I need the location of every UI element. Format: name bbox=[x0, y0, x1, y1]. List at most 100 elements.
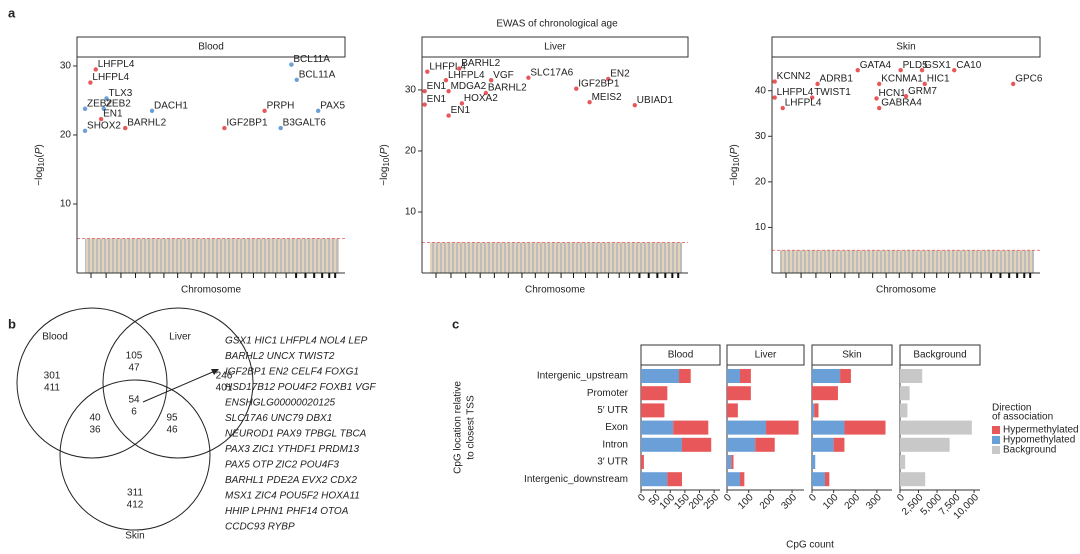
point bbox=[488, 77, 494, 83]
point bbox=[780, 105, 785, 111]
point bbox=[459, 101, 465, 106]
gene-list-line: PAX5 OTP ZIC2 POU4F3 bbox=[225, 460, 339, 471]
point bbox=[898, 68, 903, 73]
y-tick-label: 10 bbox=[755, 222, 767, 233]
bar-segment bbox=[740, 369, 751, 383]
category-label: Intergenic_downstream bbox=[524, 474, 628, 485]
x-tick-label: 300 bbox=[864, 492, 884, 512]
gene-list-line: HHIP LPHN1 PHF14 OTOA bbox=[225, 506, 349, 517]
point bbox=[446, 88, 451, 94]
point-label: LHFPL4 bbox=[92, 72, 129, 83]
point bbox=[446, 113, 451, 118]
point-label: EN1 bbox=[451, 105, 471, 116]
x-tick-label: 100 bbox=[821, 492, 841, 512]
gene-list-line: BARHL1 PDE2A EVX2 CDX2 bbox=[225, 475, 357, 486]
y-axis-label-part: 10 bbox=[37, 157, 46, 166]
y-axis-label-part: −log bbox=[34, 167, 45, 186]
y-axis-label: to closest TSS bbox=[466, 395, 477, 460]
bar-segment bbox=[727, 386, 751, 401]
legend-title: of association bbox=[992, 412, 1053, 423]
set-label: Skin bbox=[125, 531, 144, 542]
facet-title: Liver bbox=[755, 350, 777, 361]
bar-segment bbox=[673, 420, 709, 435]
gene-list-line: ENSHGLG00000020125 bbox=[225, 398, 336, 409]
region-count: 411 bbox=[44, 383, 60, 394]
y-axis-label-part: ) bbox=[34, 144, 45, 147]
y-tick-label: 40 bbox=[755, 85, 767, 96]
point-label: HIC1 bbox=[927, 74, 950, 85]
gene-list-line: SLC17A6 UNC79 DBX1 bbox=[225, 413, 332, 424]
point bbox=[877, 81, 882, 87]
point bbox=[815, 81, 820, 87]
point bbox=[632, 103, 637, 108]
legend-label: Hypermethylated bbox=[1003, 425, 1079, 436]
bar-segment bbox=[812, 455, 816, 469]
bar-segment bbox=[840, 369, 851, 383]
point bbox=[457, 66, 462, 71]
region-count: 412 bbox=[127, 500, 144, 511]
bar-segment bbox=[641, 403, 665, 418]
point bbox=[289, 62, 294, 67]
bar-segment bbox=[727, 455, 732, 469]
y-tick-label: 20 bbox=[60, 130, 72, 141]
point-label: ADRB1 bbox=[820, 74, 854, 85]
point bbox=[422, 102, 427, 107]
point-label: LHFPL4 bbox=[777, 87, 814, 98]
region-count: 246 bbox=[216, 371, 233, 382]
gene-list-line: GSX1 HIC1 LHFPL4 NOL4 LEP bbox=[225, 336, 368, 347]
bar-segment bbox=[727, 403, 738, 418]
y-axis-label-part: ( bbox=[34, 154, 45, 158]
bar-segment bbox=[812, 420, 845, 435]
point-label: HCN1 bbox=[879, 88, 907, 99]
point bbox=[278, 125, 283, 131]
point-label: MDGA2 bbox=[451, 81, 487, 92]
point bbox=[425, 69, 430, 74]
bar-segment bbox=[900, 420, 972, 435]
bar-segment bbox=[833, 437, 845, 452]
x-tick-label: 0 bbox=[807, 492, 819, 504]
point-label: HOXA2 bbox=[464, 93, 498, 104]
point bbox=[316, 108, 321, 114]
point-label: LHFPL4 bbox=[448, 70, 485, 81]
gene-list-line: CCDC93 RYBP bbox=[225, 522, 295, 533]
category-label: 5′ UTR bbox=[597, 405, 628, 416]
bar-segment bbox=[900, 386, 910, 401]
y-tick-label: 10 bbox=[60, 199, 72, 210]
point-label: BCL11A bbox=[299, 69, 336, 80]
point-label: DACH1 bbox=[154, 100, 188, 111]
bar-segment bbox=[812, 369, 841, 383]
x-tick-label: 200 bbox=[843, 492, 863, 512]
category-label: Intergenic_upstream bbox=[537, 371, 628, 382]
gene-list-line: BARHL2 UNCX TWIST2 bbox=[225, 351, 335, 362]
legend-label: Hypomethylated bbox=[1003, 435, 1075, 446]
y-axis-label-part: −log bbox=[379, 167, 390, 186]
legend-swatch bbox=[992, 426, 1000, 434]
point bbox=[93, 67, 98, 72]
region-count: 46 bbox=[166, 425, 178, 436]
y-tick-label: 30 bbox=[60, 61, 72, 72]
y-tick-label: 20 bbox=[755, 177, 767, 188]
region-count: 54 bbox=[128, 395, 140, 406]
category-label: 3′ UTR bbox=[597, 457, 628, 468]
category-label: Exon bbox=[605, 422, 628, 433]
point-label: GATA4 bbox=[860, 60, 892, 71]
region-count: 311 bbox=[127, 488, 143, 499]
bar-segment bbox=[727, 420, 767, 435]
bar-segment bbox=[641, 455, 644, 469]
point-label: SHOX2 bbox=[87, 120, 121, 131]
x-axis-label: Chromosome bbox=[525, 285, 585, 296]
venn-circle bbox=[16, 307, 168, 459]
facet-strip bbox=[640, 344, 721, 366]
bar-segment bbox=[814, 403, 819, 418]
bar-segment bbox=[641, 437, 682, 452]
gene-list-line: IGF2BP1 EN2 CELF4 FOXG1 bbox=[225, 367, 359, 378]
facet-title: Background bbox=[913, 350, 966, 361]
y-axis-label-part: 10 bbox=[732, 157, 741, 166]
bar-segment bbox=[641, 420, 674, 435]
point-label: GSX1 bbox=[924, 60, 951, 71]
point bbox=[1011, 81, 1016, 87]
panel-label: c bbox=[452, 316, 459, 331]
point-label: EN2 bbox=[610, 69, 630, 80]
facet-title: Blood bbox=[198, 42, 224, 53]
